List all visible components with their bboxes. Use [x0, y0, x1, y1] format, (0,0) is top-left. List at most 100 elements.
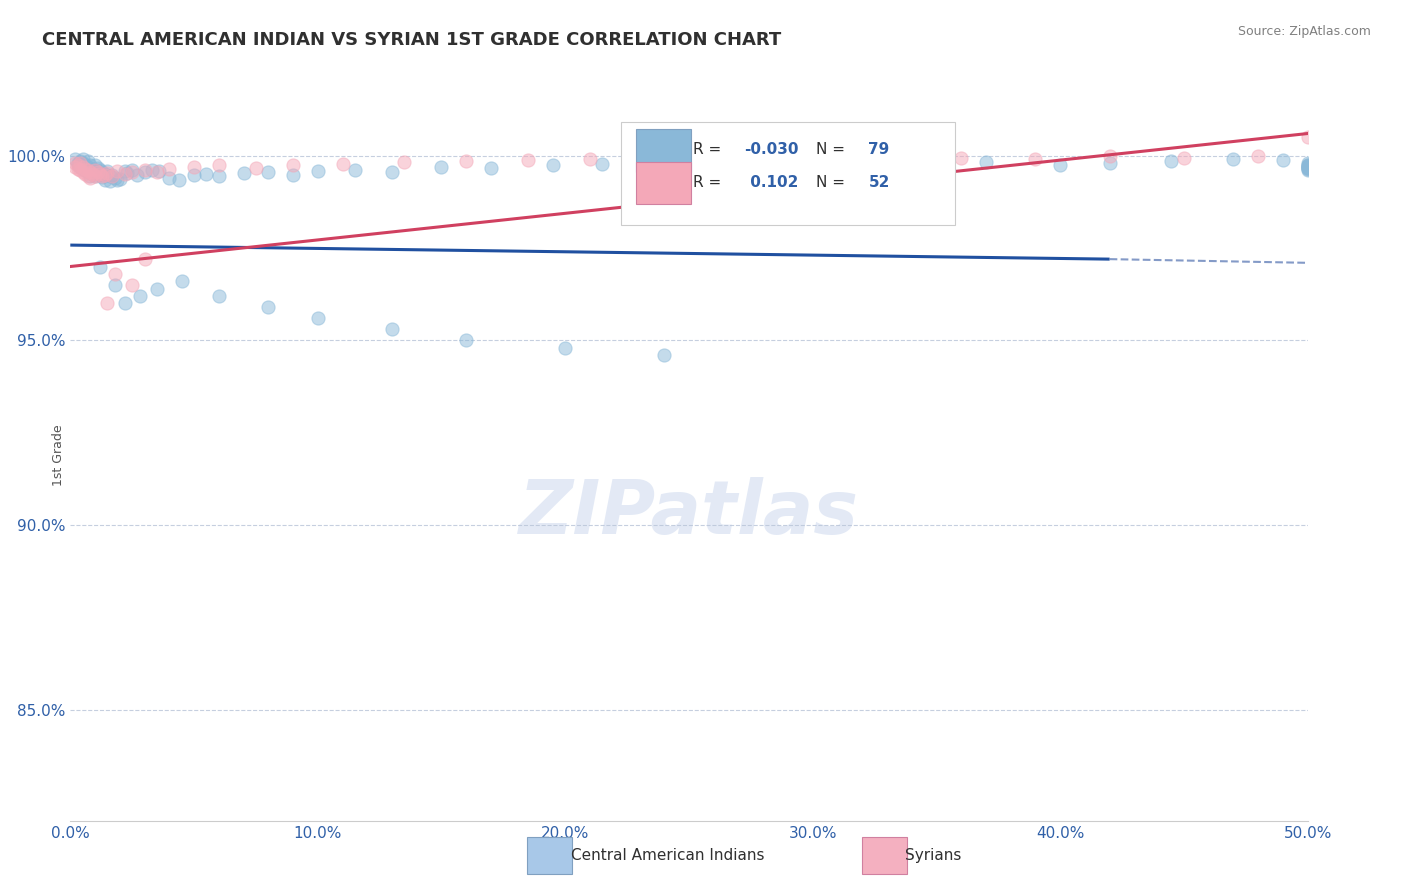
Point	[343, 162, 366, 177]
Point	[84, 169, 107, 183]
Point	[84, 163, 107, 178]
Point	[307, 311, 329, 326]
Point	[1222, 153, 1244, 167]
Point	[84, 169, 107, 183]
Point	[167, 172, 190, 186]
FancyBboxPatch shape	[621, 122, 955, 225]
Point	[281, 168, 304, 182]
Point	[652, 348, 675, 362]
Point	[101, 169, 124, 183]
Text: Syrians: Syrians	[905, 848, 962, 863]
Point	[208, 158, 231, 172]
Point	[84, 163, 107, 178]
Point	[105, 172, 128, 186]
Point	[115, 166, 138, 180]
Point	[765, 155, 787, 169]
Point	[652, 156, 675, 170]
Point	[541, 158, 564, 172]
Text: 0.102: 0.102	[745, 175, 799, 190]
Point	[134, 163, 156, 178]
Point	[208, 289, 231, 303]
Point	[72, 153, 94, 167]
Point	[245, 161, 267, 175]
Point	[108, 171, 131, 186]
Point	[1296, 163, 1319, 178]
Point	[1024, 152, 1046, 166]
Point	[1296, 160, 1319, 174]
Point	[66, 161, 89, 176]
Point	[703, 158, 725, 172]
Point	[148, 164, 170, 178]
Point	[72, 161, 94, 176]
Point	[183, 168, 205, 182]
Point	[98, 169, 121, 183]
Point	[82, 167, 104, 181]
Text: Source: ZipAtlas.com: Source: ZipAtlas.com	[1237, 25, 1371, 38]
Point	[121, 163, 143, 178]
Point	[430, 160, 453, 174]
Text: N =: N =	[817, 175, 851, 190]
Point	[105, 164, 128, 178]
Point	[76, 165, 98, 179]
Point	[950, 151, 973, 165]
Point	[141, 162, 163, 177]
Point	[900, 157, 922, 171]
Point	[65, 153, 87, 167]
Point	[134, 252, 156, 267]
Point	[1173, 151, 1195, 165]
Point	[89, 168, 111, 182]
Point	[94, 168, 117, 182]
Point	[65, 156, 87, 170]
Point	[66, 158, 89, 172]
Point	[86, 165, 108, 179]
Point	[1296, 161, 1319, 175]
Point	[1296, 161, 1319, 175]
Point	[104, 277, 127, 292]
Text: CENTRAL AMERICAN INDIAN VS SYRIAN 1ST GRADE CORRELATION CHART: CENTRAL AMERICAN INDIAN VS SYRIAN 1ST GR…	[42, 31, 782, 49]
Point	[1296, 156, 1319, 170]
Point	[257, 165, 280, 179]
Point	[79, 169, 101, 183]
Point	[76, 154, 98, 169]
Point	[82, 161, 104, 176]
Point	[69, 154, 91, 169]
Point	[104, 267, 127, 281]
Point	[89, 163, 111, 178]
Point	[75, 161, 97, 176]
Point	[183, 160, 205, 174]
Point	[94, 172, 117, 186]
Point	[128, 289, 150, 303]
Point	[394, 155, 416, 169]
Point	[79, 165, 101, 179]
Point	[257, 300, 280, 314]
Point	[517, 153, 540, 168]
Text: -0.030: -0.030	[745, 143, 799, 157]
FancyBboxPatch shape	[636, 129, 692, 172]
Point	[1296, 160, 1319, 174]
Point	[66, 156, 89, 170]
Point	[98, 174, 121, 188]
Point	[381, 322, 404, 336]
Point	[1296, 158, 1319, 172]
Point	[170, 274, 193, 288]
Point	[157, 170, 180, 185]
Point	[72, 156, 94, 170]
Point	[591, 157, 613, 171]
Point	[94, 167, 117, 181]
Point	[65, 160, 87, 174]
Text: 52: 52	[869, 175, 890, 190]
Point	[82, 167, 104, 181]
Point	[86, 165, 108, 179]
Point	[121, 165, 143, 179]
Point	[89, 167, 111, 181]
Point	[208, 169, 231, 183]
Point	[69, 163, 91, 178]
Point	[72, 160, 94, 174]
Point	[1296, 161, 1319, 176]
Point	[456, 334, 478, 348]
Point	[456, 154, 478, 169]
Point	[96, 164, 118, 178]
Text: R =: R =	[693, 143, 725, 157]
Point	[79, 170, 101, 185]
Point	[96, 166, 118, 180]
